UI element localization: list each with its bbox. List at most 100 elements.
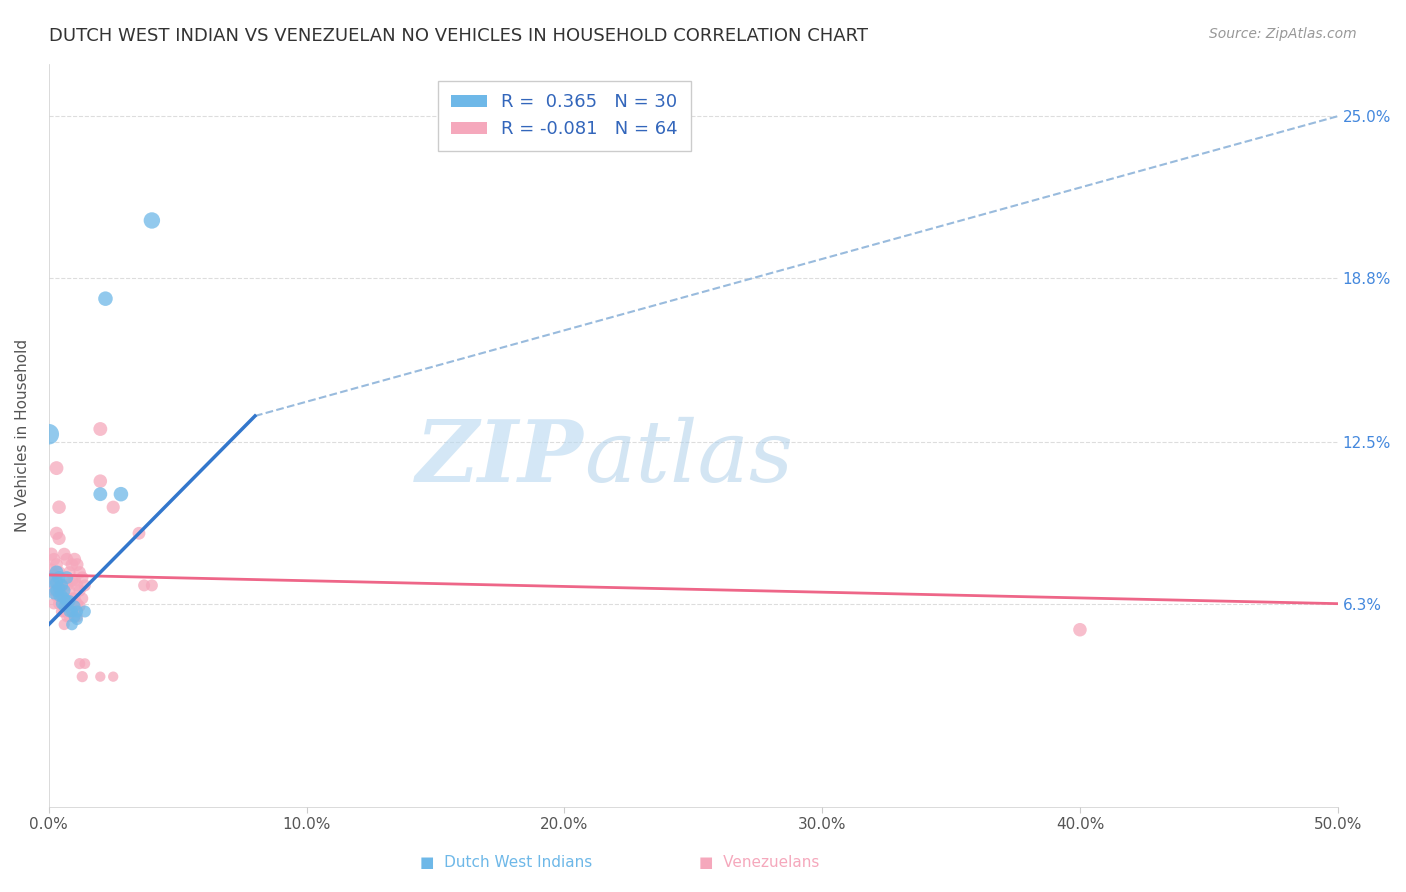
- Point: [53, 591, 76, 606]
- Point: [51, 578, 73, 592]
- Point: [56, 578, 79, 592]
- Point: [73, 578, 96, 592]
- Point: [48, 581, 70, 595]
- Point: [103, 670, 125, 684]
- Point: [141, 213, 163, 227]
- Point: [63, 609, 86, 624]
- Point: [66, 605, 89, 619]
- Point: [48, 500, 70, 515]
- Point: [63, 591, 86, 606]
- Point: [63, 573, 86, 587]
- Point: [58, 583, 80, 598]
- Point: [51, 591, 73, 606]
- Point: [53, 547, 76, 561]
- Legend: R =  0.365   N = 30, R = -0.081   N = 64: R = 0.365 N = 30, R = -0.081 N = 64: [439, 80, 690, 151]
- Point: [42, 597, 65, 611]
- Point: [63, 552, 86, 566]
- Point: [69, 599, 91, 614]
- Point: [48, 583, 70, 598]
- Point: [72, 591, 94, 606]
- Point: [45, 573, 67, 587]
- Text: ■  Venezuelans: ■ Venezuelans: [699, 855, 820, 870]
- Point: [69, 566, 91, 580]
- Point: [66, 597, 89, 611]
- Point: [42, 586, 65, 600]
- Point: [72, 670, 94, 684]
- Text: DUTCH WEST INDIAN VS VENEZUELAN NO VEHICLES IN HOUSEHOLD CORRELATION CHART: DUTCH WEST INDIAN VS VENEZUELAN NO VEHIC…: [49, 27, 869, 45]
- Text: ■  Dutch West Indians: ■ Dutch West Indians: [420, 855, 592, 870]
- Point: [60, 605, 83, 619]
- Point: [66, 578, 89, 592]
- Point: [60, 605, 83, 619]
- Point: [45, 583, 67, 598]
- Point: [58, 594, 80, 608]
- Point: [73, 657, 96, 671]
- Point: [60, 573, 83, 587]
- Point: [45, 461, 67, 475]
- Point: [56, 591, 79, 606]
- Point: [89, 487, 111, 501]
- Point: [45, 566, 67, 580]
- Point: [51, 597, 73, 611]
- Point: [56, 594, 79, 608]
- Point: [89, 474, 111, 488]
- Point: [128, 526, 150, 541]
- Point: [89, 670, 111, 684]
- Point: [41, 563, 63, 577]
- Point: [53, 605, 76, 619]
- Point: [53, 578, 76, 592]
- Point: [63, 609, 86, 624]
- Point: [56, 552, 79, 566]
- Point: [45, 589, 67, 603]
- Point: [66, 558, 89, 572]
- Point: [60, 558, 83, 572]
- Point: [53, 617, 76, 632]
- Point: [51, 605, 73, 619]
- Point: [48, 566, 70, 580]
- Point: [48, 597, 70, 611]
- Point: [58, 597, 80, 611]
- Point: [56, 609, 79, 624]
- Point: [42, 568, 65, 582]
- Point: [53, 599, 76, 614]
- Point: [73, 605, 96, 619]
- Point: [45, 558, 67, 572]
- Point: [72, 571, 94, 585]
- Text: atlas: atlas: [583, 417, 793, 500]
- Point: [134, 578, 156, 592]
- Point: [41, 573, 63, 587]
- Text: Source: ZipAtlas.com: Source: ZipAtlas.com: [1209, 27, 1357, 41]
- Point: [63, 599, 86, 614]
- Point: [42, 583, 65, 598]
- Point: [38, 427, 60, 442]
- Point: [60, 591, 83, 606]
- Y-axis label: No Vehicles in Household: No Vehicles in Household: [15, 339, 30, 533]
- Point: [58, 566, 80, 580]
- Point: [51, 578, 73, 592]
- Point: [42, 552, 65, 566]
- Point: [48, 571, 70, 585]
- Point: [94, 292, 117, 306]
- Point: [56, 599, 79, 614]
- Point: [89, 422, 111, 436]
- Point: [69, 657, 91, 671]
- Point: [53, 591, 76, 606]
- Point: [41, 547, 63, 561]
- Point: [60, 617, 83, 632]
- Point: [110, 487, 132, 501]
- Point: [41, 575, 63, 590]
- Point: [45, 575, 67, 590]
- Point: [58, 609, 80, 624]
- Point: [48, 532, 70, 546]
- Point: [66, 612, 89, 626]
- Point: [45, 526, 67, 541]
- Point: [1069, 623, 1091, 637]
- Point: [56, 571, 79, 585]
- Point: [103, 500, 125, 515]
- Point: [69, 583, 91, 598]
- Point: [58, 605, 80, 619]
- Point: [141, 578, 163, 592]
- Point: [66, 609, 89, 624]
- Text: ZIP: ZIP: [416, 416, 583, 500]
- Point: [53, 583, 76, 598]
